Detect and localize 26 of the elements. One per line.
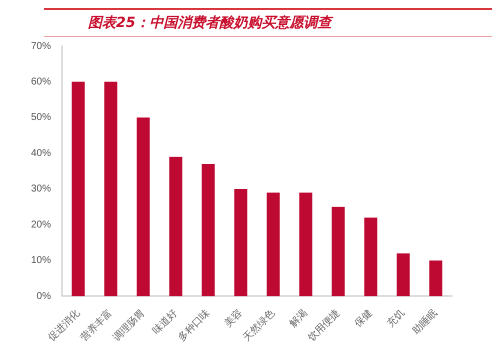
x-tick-label: 充饥: [384, 306, 408, 330]
bar: [332, 206, 345, 296]
x-tick-label: 助睡眠: [410, 306, 440, 337]
x-tick-label: 解渴: [287, 306, 310, 330]
y-tick-label: 30%: [31, 184, 52, 195]
x-tick-label: 保健: [352, 308, 375, 330]
y-tick-label: 20%: [31, 219, 52, 230]
bar: [169, 156, 182, 296]
bar: [72, 82, 85, 296]
y-tick-label: 0%: [36, 290, 52, 302]
y-tick-label: 10%: [31, 255, 52, 266]
bar: [136, 117, 150, 296]
bar: [202, 164, 215, 296]
bar: [266, 192, 280, 296]
bar: [104, 82, 118, 296]
y-tick-label: 70%: [31, 40, 52, 52]
y-tick-label: 50%: [31, 112, 52, 124]
bar: [234, 188, 248, 296]
x-tick-label: 调理肠胃: [110, 306, 148, 344]
bar: [299, 192, 312, 296]
chart-title: 图表25：中国消费者酸奶购买意愿调查: [44, 10, 492, 37]
y-tick-label: 40%: [31, 148, 52, 159]
y-tick-label: 60%: [31, 76, 52, 88]
bar: [429, 260, 442, 296]
bar: [396, 253, 410, 296]
bar: [364, 218, 378, 296]
